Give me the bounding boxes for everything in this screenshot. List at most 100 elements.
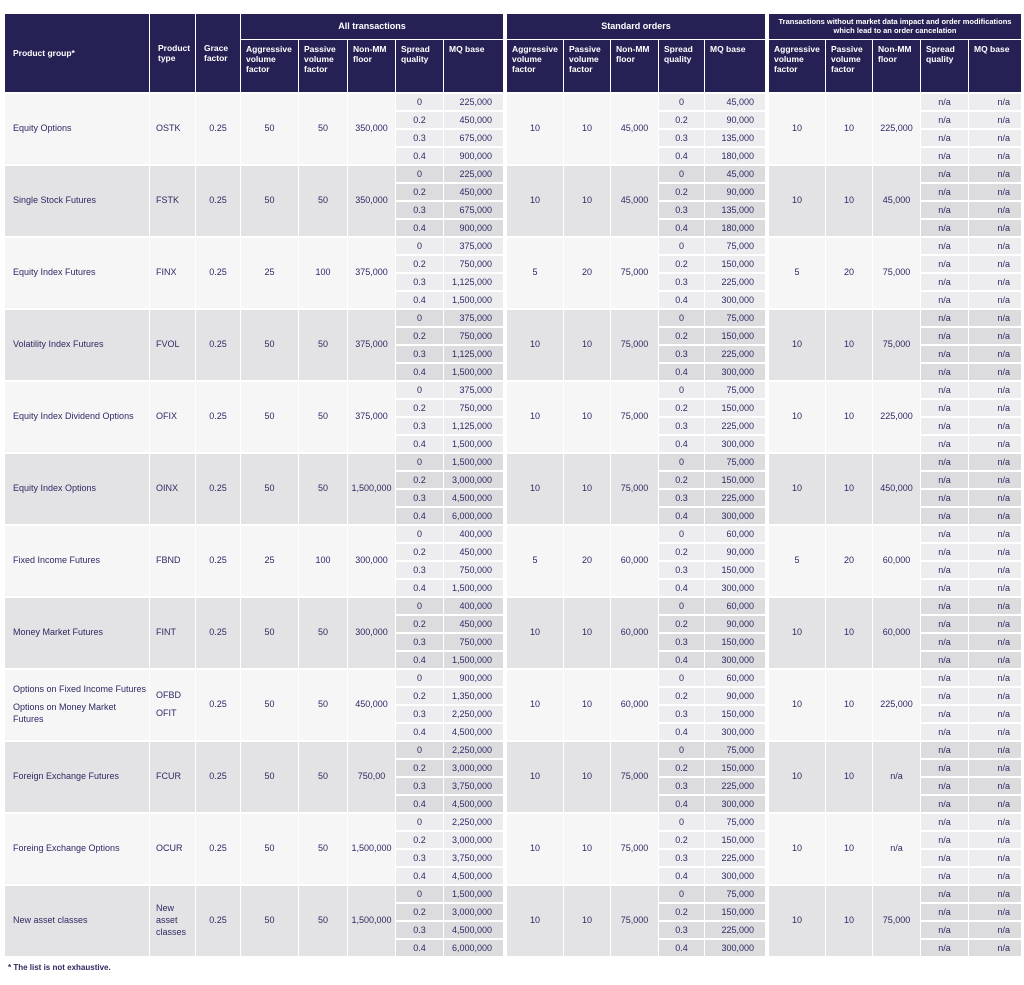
- mq-base-value: n/a: [969, 688, 1021, 704]
- spread-quality-value: n/a: [921, 400, 968, 416]
- cell-non-mm-floor: 45,000: [873, 166, 920, 236]
- mq-base-value: 1,500,000: [444, 652, 503, 668]
- spread-quality-value: 0.3: [659, 778, 704, 794]
- section-gap: [766, 454, 768, 524]
- spread-quality-value: n/a: [921, 598, 968, 614]
- mq-base-value: 90,000: [705, 616, 765, 632]
- cell-mq-base: n/a n/a n/a n/a: [969, 238, 1021, 308]
- spread-quality-value: 0.3: [396, 418, 443, 434]
- section-gap: [504, 310, 506, 380]
- cell-grace-factor: 0.25: [196, 454, 240, 524]
- mq-base-value: 750,000: [444, 562, 503, 578]
- spread-quality-value: 0.2: [659, 472, 704, 488]
- spread-quality-value: n/a: [921, 760, 968, 776]
- cell-mq-base: n/a n/a n/a n/a: [969, 382, 1021, 452]
- cell-aggressive-volume-factor: 10: [507, 454, 563, 524]
- cell-passive-volume-factor: 10: [564, 94, 610, 164]
- cell-aggressive-volume-factor: 10: [507, 310, 563, 380]
- cell-grace-factor: 0.25: [196, 310, 240, 380]
- spread-quality-value: 0: [396, 454, 443, 470]
- cell-spread-quality: n/a n/a n/a n/a: [921, 742, 968, 812]
- mq-base-value: 900,000: [444, 148, 503, 164]
- spread-quality-value: 0.3: [396, 490, 443, 506]
- cell-aggressive-volume-factor: 50: [241, 454, 298, 524]
- spread-quality-value: n/a: [921, 328, 968, 344]
- cell-aggressive-volume-factor: 10: [769, 382, 825, 452]
- mq-base-value: 300,000: [705, 364, 765, 380]
- header-spread-quality: Spread quality: [659, 40, 704, 92]
- cell-mq-base: 1,500,000 3,000,000 4,500,000 6,000,000: [444, 886, 503, 956]
- cell-mq-base: 60,000 90,000 150,000 300,000: [705, 526, 765, 596]
- cell-non-mm-floor: 60,000: [873, 526, 920, 596]
- mq-base-value: 75,000: [705, 238, 765, 254]
- cell-mq-base: 75,000 150,000 225,000 300,000: [705, 382, 765, 452]
- mq-base-value: 180,000: [705, 220, 765, 236]
- cell-product-group: Equity Index Futures: [5, 238, 149, 308]
- spread-quality-value: n/a: [921, 310, 968, 326]
- mq-base-value: n/a: [969, 436, 1021, 452]
- spread-quality-value: n/a: [921, 130, 968, 146]
- cell-non-mm-floor: 75,000: [873, 886, 920, 956]
- section-title-all-transactions: All transactions: [241, 14, 503, 39]
- cell-mq-base: 60,000 90,000 150,000 300,000: [705, 670, 765, 740]
- cell-spread-quality: n/a n/a n/a n/a: [921, 382, 968, 452]
- spread-quality-value: 0.4: [396, 868, 443, 884]
- section-gap: [504, 598, 506, 668]
- cell-grace-factor: 0.25: [196, 94, 240, 164]
- spread-quality-value: 0.4: [396, 436, 443, 452]
- cell-aggressive-volume-factor: 10: [507, 94, 563, 164]
- section-gap: [504, 886, 506, 956]
- cell-non-mm-floor: 450,000: [348, 670, 395, 740]
- section-gap: [766, 814, 768, 884]
- cell-mq-base: 400,000 450,000 750,000 1,500,000: [444, 526, 503, 596]
- cell-passive-volume-factor: 20: [826, 526, 872, 596]
- mq-base-value: n/a: [969, 490, 1021, 506]
- mq-base-value: 300,000: [705, 940, 765, 956]
- spread-quality-value: n/a: [921, 670, 968, 686]
- cell-non-mm-floor: 60,000: [611, 670, 658, 740]
- cell-non-mm-floor: 60,000: [611, 526, 658, 596]
- spread-quality-value: n/a: [921, 436, 968, 452]
- cell-spread-quality: 0 0.2 0.3 0.4: [659, 598, 704, 668]
- spread-quality-value: 0: [659, 310, 704, 326]
- mq-base-value: 300,000: [705, 868, 765, 884]
- mq-base-value: 375,000: [444, 238, 503, 254]
- cell-spread-quality: n/a n/a n/a n/a: [921, 598, 968, 668]
- cell-product-type: FINT: [150, 598, 195, 668]
- mq-base-value: n/a: [969, 292, 1021, 308]
- cell-aggressive-volume-factor: 5: [769, 238, 825, 308]
- cell-grace-factor: 0.25: [196, 742, 240, 812]
- spread-quality-value: n/a: [921, 814, 968, 830]
- cell-spread-quality: 0 0.2 0.3 0.4: [396, 94, 443, 164]
- mq-base-value: n/a: [969, 868, 1021, 884]
- section-gap: [766, 598, 768, 668]
- spread-quality-value: 0.4: [396, 580, 443, 596]
- mq-base-value: 150,000: [705, 562, 765, 578]
- spread-quality-value: 0.3: [659, 346, 704, 362]
- section-title-no-market-data-impact: Transactions without market data impact …: [769, 14, 1021, 39]
- spread-quality-value: n/a: [921, 688, 968, 704]
- cell-product-type: FCUR: [150, 742, 195, 812]
- mq-base-value: n/a: [969, 220, 1021, 236]
- spread-quality-value: 0.3: [659, 490, 704, 506]
- spread-quality-value: 0.4: [396, 364, 443, 380]
- spread-quality-value: 0.2: [396, 328, 443, 344]
- cell-mq-base: 375,000 750,000 1,125,000 1,500,000: [444, 382, 503, 452]
- cell-non-mm-floor: 300,000: [348, 598, 395, 668]
- cell-mq-base: n/a n/a n/a n/a: [969, 166, 1021, 236]
- cell-aggressive-volume-factor: 10: [769, 94, 825, 164]
- mq-base-value: 2,250,000: [444, 706, 503, 722]
- header-non-mm-floor: Non-MM floor: [348, 40, 395, 92]
- mq-base-value: 135,000: [705, 202, 765, 218]
- mq-base-value: 300,000: [705, 436, 765, 452]
- spread-quality-value: 0.4: [659, 148, 704, 164]
- cell-passive-volume-factor: 10: [564, 670, 610, 740]
- spread-quality-value: 0.3: [659, 202, 704, 218]
- mq-base-value: 60,000: [705, 598, 765, 614]
- header-aggressive-volume-factor: Aggressive volume factor: [507, 40, 563, 92]
- cell-product-group: Equity Index Options: [5, 454, 149, 524]
- cell-spread-quality: n/a n/a n/a n/a: [921, 94, 968, 164]
- cell-passive-volume-factor: 20: [564, 526, 610, 596]
- mq-base-value: 375,000: [444, 310, 503, 326]
- mq-base-value: 300,000: [705, 580, 765, 596]
